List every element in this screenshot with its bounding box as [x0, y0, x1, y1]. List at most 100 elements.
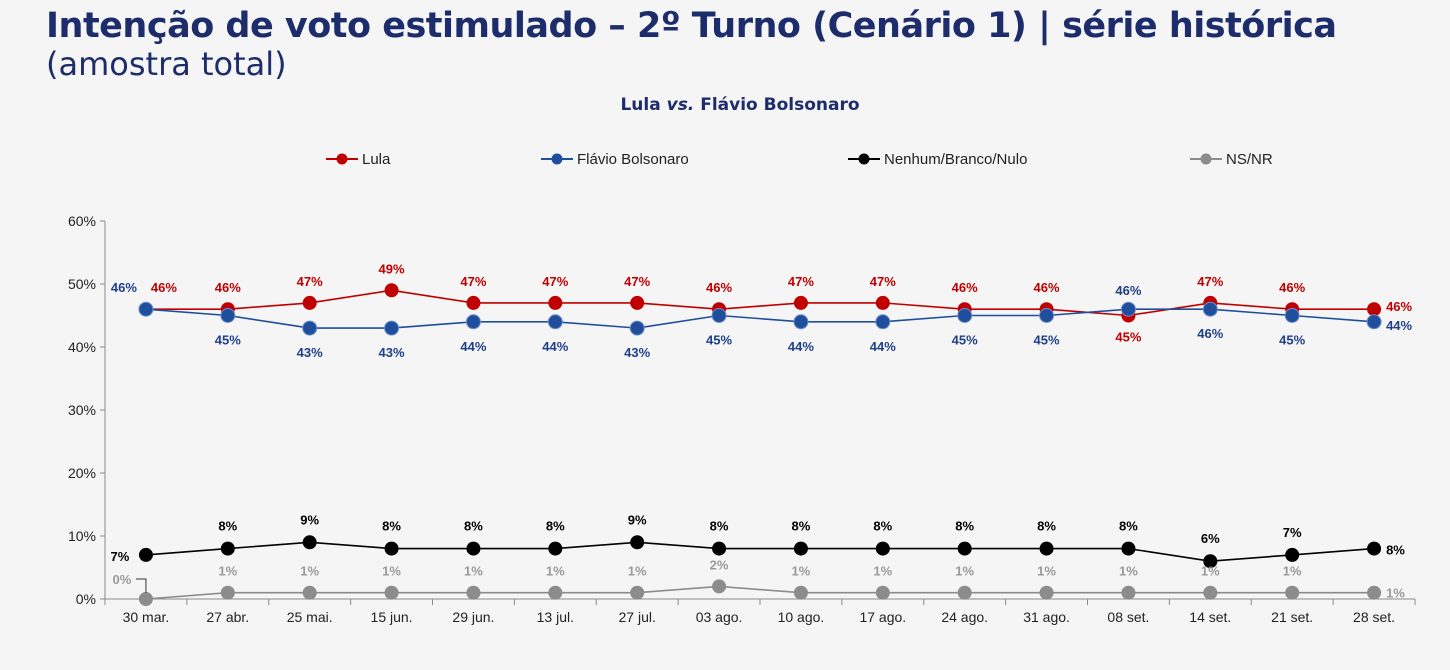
data-label: 9%	[300, 512, 319, 527]
data-point	[302, 295, 317, 310]
data-label: 1%	[546, 564, 565, 579]
data-label: 45%	[215, 333, 241, 348]
data-label: 45%	[1279, 333, 1305, 348]
data-point	[465, 314, 481, 330]
data-label: 46%	[215, 280, 241, 295]
x-tick-label: 24 ago.	[941, 609, 988, 625]
page-title: Intenção de voto estimulado – 2º Turno (…	[46, 6, 1337, 46]
legend-marker	[858, 153, 870, 165]
data-point	[466, 541, 481, 556]
data-label: 47%	[542, 274, 568, 289]
x-tick-label: 31 ago.	[1023, 609, 1070, 625]
leader-line	[135, 578, 147, 593]
data-point	[384, 320, 400, 336]
data-label: 49%	[379, 261, 405, 276]
data-point	[548, 295, 563, 310]
data-label: 8%	[218, 519, 237, 534]
data-point	[630, 295, 645, 310]
data-label: 47%	[788, 274, 814, 289]
data-label: 46%	[1034, 280, 1060, 295]
data-point	[1120, 301, 1136, 317]
data-label: 45%	[1115, 330, 1141, 345]
data-point	[384, 585, 399, 600]
y-tick-label: 50%	[68, 276, 96, 292]
data-point	[1284, 308, 1300, 323]
data-label: 1%	[1283, 564, 1302, 579]
data-label: 44%	[1386, 318, 1412, 333]
data-point	[1039, 585, 1054, 600]
data-label: 1%	[464, 564, 483, 579]
data-label: 43%	[624, 345, 650, 360]
legend-label: Nenhum/Branco/Nulo	[884, 151, 1027, 168]
x-tick-label: 14 set.	[1189, 609, 1231, 625]
data-point	[1203, 554, 1218, 569]
data-point	[220, 541, 235, 556]
data-point	[957, 308, 973, 323]
series-line	[145, 289, 1375, 317]
data-point	[548, 585, 563, 600]
data-point	[875, 314, 891, 330]
x-tick-label: 27 abr.	[206, 609, 249, 625]
x-tick-label: 08 set.	[1107, 609, 1149, 625]
data-point	[1367, 302, 1382, 317]
data-point	[712, 541, 727, 556]
data-label: 1%	[792, 564, 811, 579]
chart-title: Lula vs. Flávio Bolsonaro	[620, 95, 859, 115]
legend-label: Flávio Bolsonaro	[577, 151, 689, 168]
y-tick-label: 10%	[68, 528, 96, 544]
axes: 0% 10% 20% 30% 40% 50% 60% 30 mar. 27 abr. 25 mai…	[68, 213, 1416, 625]
x-tick-label: 28 set.	[1353, 609, 1395, 625]
legend-marker	[336, 153, 348, 165]
data-label: 44%	[542, 339, 568, 354]
y-tick-label: 60%	[68, 213, 96, 229]
data-point	[875, 541, 890, 556]
data-point	[302, 535, 317, 550]
data-point	[384, 541, 399, 556]
x-tick-label: 21 set.	[1271, 609, 1313, 625]
data-point	[630, 585, 645, 600]
data-point	[384, 283, 399, 298]
data-label: 1%	[1201, 564, 1220, 579]
x-tick-label: 30 mar.	[123, 609, 170, 625]
data-label: 46%	[1197, 326, 1223, 341]
data-label: 0%	[113, 572, 132, 587]
data-label: 47%	[297, 274, 323, 289]
data-point	[875, 585, 890, 600]
y-tick-label: 0%	[76, 591, 96, 607]
data-point	[220, 585, 235, 600]
x-tick-label: 13 jul.	[537, 609, 574, 625]
data-labels: 46% 46% 47% 49% 47% 47% 47% 46% 47% 47% 46% 46% 45% 4…	[111, 261, 1413, 600]
data-point	[711, 308, 727, 323]
series-layer	[138, 283, 1382, 606]
data-label: 2%	[710, 557, 729, 572]
x-tick-label: 10 ago.	[778, 609, 825, 625]
data-label: 9%	[628, 512, 647, 527]
data-label: 8%	[873, 519, 892, 534]
data-point	[547, 314, 563, 330]
data-label: 46%	[1115, 283, 1141, 298]
data-label: 46%	[952, 280, 978, 295]
data-label: 1%	[1386, 586, 1405, 601]
legend: Lula Flávio Bolsonaro Nenhum/Branco/Nulo NS…	[326, 151, 1273, 168]
data-point	[466, 585, 481, 600]
page-subtitle: (amostra total)	[46, 45, 287, 83]
x-tick-label: 25 mai.	[287, 609, 333, 625]
data-point	[630, 535, 645, 550]
data-point	[466, 295, 481, 310]
data-point	[875, 295, 890, 310]
data-point	[302, 585, 317, 600]
data-label: 1%	[1037, 564, 1056, 579]
data-point	[1121, 541, 1136, 556]
data-point	[1039, 308, 1055, 323]
data-point	[1285, 585, 1300, 600]
data-label: 8%	[792, 519, 811, 534]
data-label: 1%	[955, 564, 974, 579]
data-point	[793, 314, 809, 330]
x-tick-label: 27 jul.	[619, 609, 656, 625]
data-label: 8%	[1037, 519, 1056, 534]
data-label: 45%	[706, 333, 732, 348]
data-label: 47%	[1197, 274, 1223, 289]
series-line	[145, 541, 1375, 563]
data-point	[220, 308, 236, 323]
